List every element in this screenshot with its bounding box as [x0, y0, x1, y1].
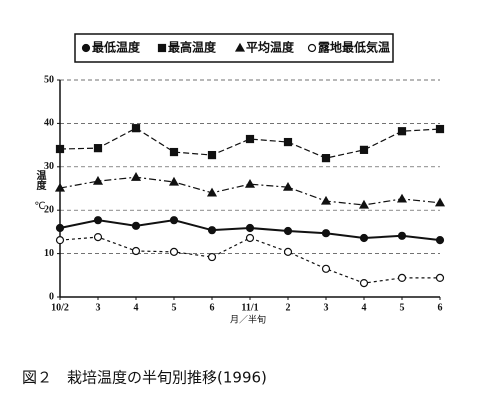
y-tick-label: 0	[49, 291, 54, 302]
x-tick-label: 4	[134, 302, 139, 313]
series-line	[59, 127, 441, 159]
legend-marker	[157, 43, 167, 53]
y-tick-label: 10	[44, 248, 54, 259]
data-point	[131, 124, 141, 133]
x-tick-label: 3	[96, 302, 101, 313]
data-point	[359, 279, 369, 288]
data-point	[131, 221, 141, 230]
data-point	[93, 216, 103, 225]
y-tick-label: 40	[44, 118, 54, 129]
data-point	[55, 223, 65, 233]
data-point	[168, 176, 180, 186]
data-point	[282, 181, 294, 191]
data-point	[397, 231, 407, 240]
data-point	[359, 233, 369, 243]
y-tick-label: 50	[44, 74, 54, 85]
data-point	[434, 197, 446, 207]
data-point	[397, 273, 407, 283]
x-tick-label: 6	[210, 302, 215, 313]
series-line	[59, 236, 440, 284]
data-point	[283, 226, 293, 236]
data-point	[359, 145, 369, 154]
data-point	[245, 134, 255, 144]
legend-label: 最低温度	[92, 40, 141, 55]
data-point	[54, 182, 66, 192]
data-point	[321, 154, 331, 163]
legend-marker	[307, 43, 317, 53]
caption: 図２ 栽培温度の半旬別推移(1996)	[22, 369, 267, 387]
data-point	[435, 124, 445, 134]
data-point	[169, 216, 179, 225]
data-point	[131, 246, 141, 256]
data-point	[283, 247, 293, 256]
legend-marker	[234, 42, 246, 52]
data-point	[396, 193, 408, 203]
data-point	[130, 172, 142, 181]
data-point	[169, 247, 179, 256]
data-point	[245, 223, 255, 233]
data-point	[93, 233, 103, 242]
data-point	[435, 273, 445, 283]
y-axis-unit: ℃	[34, 201, 45, 212]
data-point	[206, 187, 218, 197]
x-tick-label: 10/2	[51, 302, 69, 313]
legend-label: 最高温度	[168, 40, 217, 55]
legend-box	[74, 33, 394, 63]
legend-label: 露地最低気温	[318, 40, 390, 55]
x-tick-label: 5	[172, 302, 177, 313]
data-point	[55, 236, 65, 245]
x-tick-label: 2	[286, 302, 291, 313]
data-point	[207, 150, 217, 160]
data-point	[283, 137, 293, 147]
data-point	[358, 199, 370, 209]
data-point	[55, 144, 65, 154]
data-point	[207, 226, 217, 235]
x-tick-label: 11/1	[241, 302, 258, 313]
y-tick-label: 20	[44, 204, 54, 215]
legend-marker	[81, 43, 91, 53]
x-tick-label: 4	[362, 302, 367, 313]
data-point	[207, 252, 217, 262]
legend-label: 平均温度	[246, 40, 295, 55]
y-axis-label: 温度	[34, 169, 46, 191]
x-tick-label: 5	[400, 302, 405, 313]
series-line	[59, 176, 441, 206]
data-point	[93, 144, 103, 153]
data-point	[169, 147, 179, 157]
y-tick-label: 30	[44, 161, 54, 172]
data-point	[244, 178, 256, 188]
data-point	[320, 195, 332, 205]
data-point	[321, 264, 331, 273]
x-tick-label: 3	[324, 302, 329, 313]
data-point	[245, 233, 255, 243]
x-axis-label: 月／半旬	[230, 314, 266, 326]
data-point	[92, 175, 104, 185]
data-point	[435, 236, 445, 245]
data-point	[321, 229, 331, 238]
x-tick-label: 6	[438, 302, 443, 313]
data-point	[397, 127, 407, 136]
